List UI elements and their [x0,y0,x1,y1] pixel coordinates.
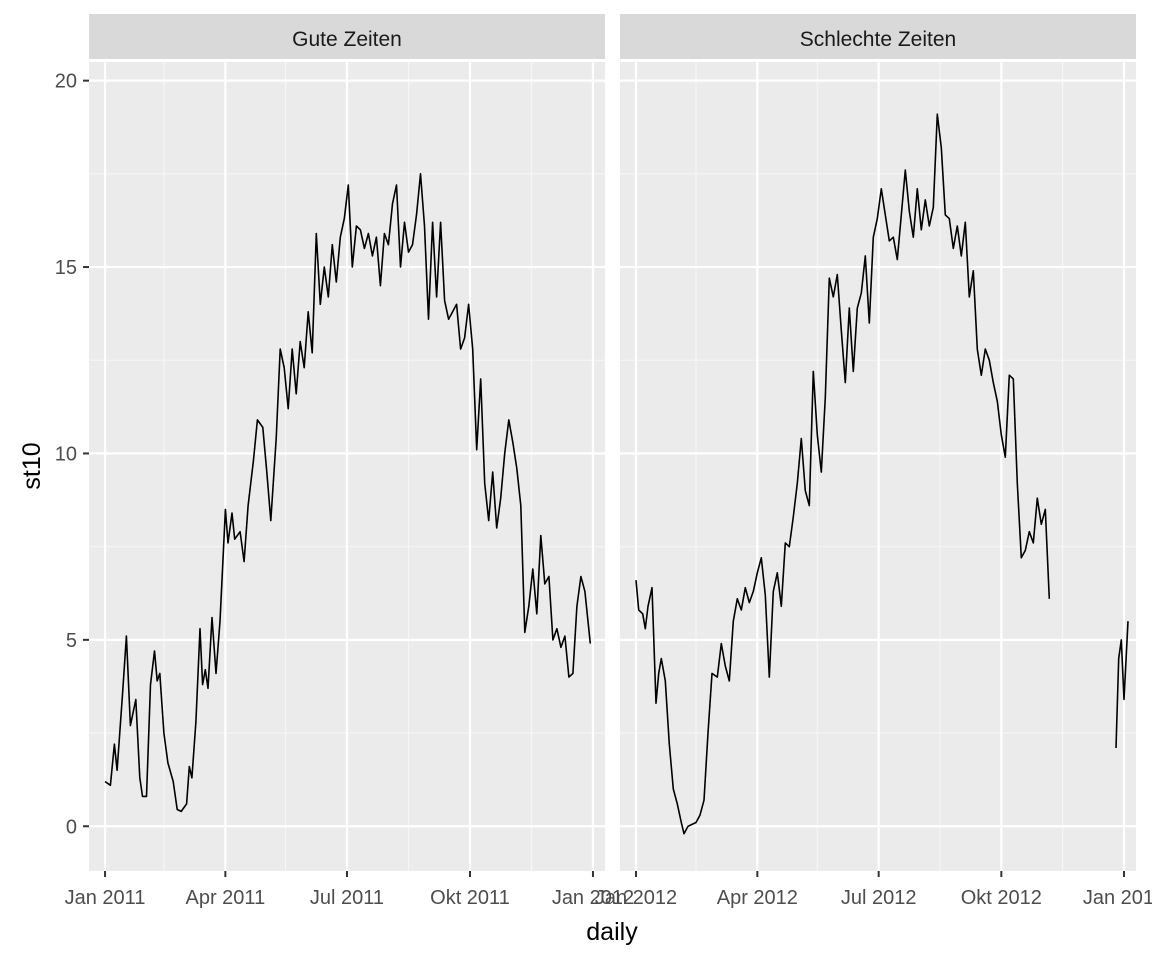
facet-strip-label: Gute Zeiten [292,28,402,51]
x-tick-label: Apr 2011 [186,887,266,909]
series-line [635,113,1051,835]
series-line [104,173,592,813]
x-tick-label: Apr 2012 [717,887,798,909]
series-line [1115,621,1129,749]
x-tick-label: Okt 2012 [961,887,1042,909]
x-tick-label: Jan 2011 [65,887,146,909]
facet-panels: Gute Zeiten Jan 2011 Apr 2011 Jul 2011 Okt 2… [65,14,1152,909]
x-tick-label: Jan 2013 [1083,887,1152,909]
y-axis: 0 5 10 15 20 [55,71,89,838]
y-tick-label: 15 [55,257,77,279]
y-tick-label: 10 [55,443,77,465]
x-tick-label: Jan 2012 [595,887,677,909]
y-tick-label: 0 [66,816,77,838]
facet-strip-label: Schlechte Zeiten [800,28,956,51]
facet-panel: Schlechte Zeiten Jan 2012 Apr 2012 Jul 2012… [595,14,1152,909]
y-axis-title: st10 [18,442,46,489]
y-tick-label: 5 [66,630,77,652]
x-tick-label: Jan 2012 [552,887,634,909]
facet-panel: Gute Zeiten Jan 2011 Apr 2011 Jul 2011 Okt 2… [65,14,634,909]
y-tick-label: 20 [55,71,77,93]
facet-strip [89,14,605,59]
x-tick-label: Jul 2012 [841,887,917,909]
x-tick-label: Okt 2011 [430,887,510,909]
x-tick-label: Jul 2011 [310,887,384,909]
facet-strip [620,14,1136,59]
x-axis-title: daily [586,918,638,946]
